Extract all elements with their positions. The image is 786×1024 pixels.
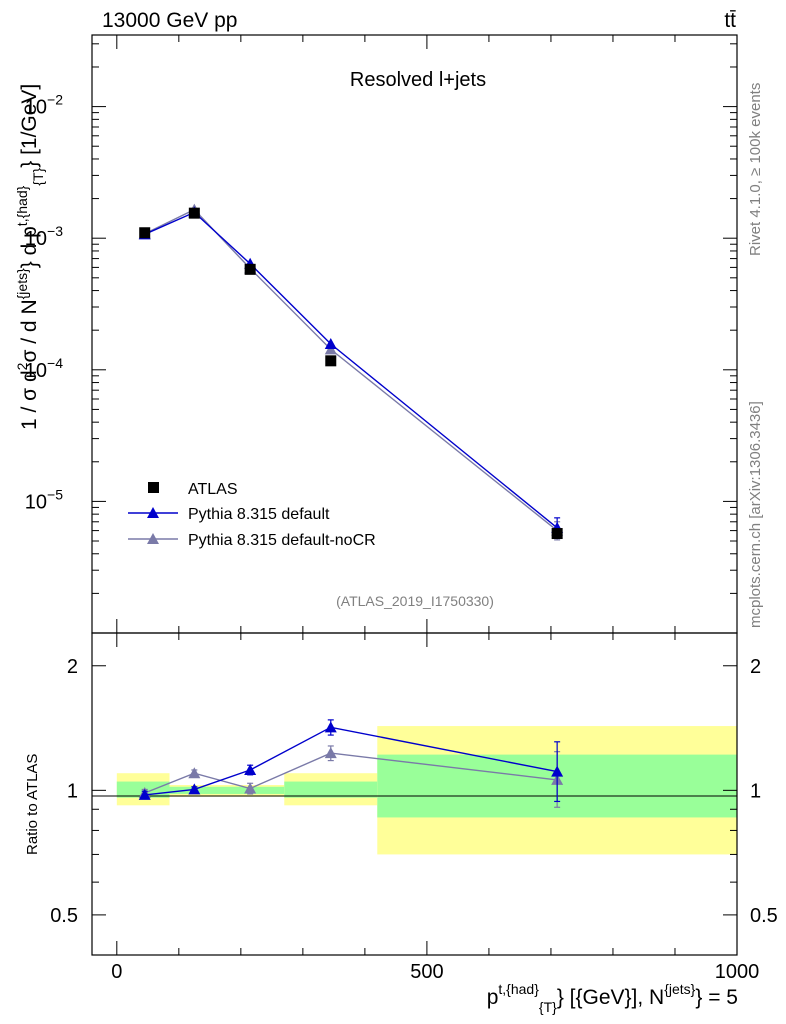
x-tick-label: 1000 bbox=[715, 961, 760, 983]
main-y-tick-label: 10−4 bbox=[25, 355, 63, 382]
rivet-label: Rivet 4.1.0, ≥ 100k events bbox=[747, 83, 764, 256]
x-tick-label: 0 bbox=[111, 961, 122, 983]
ratio-band-green bbox=[284, 781, 378, 798]
ratio-pythia-nocr-point bbox=[324, 747, 337, 759]
ratio-y-tick-label: 1 bbox=[67, 780, 78, 802]
legend: ATLAS Pythia 8.315 default Pythia 8.315 … bbox=[128, 481, 376, 549]
ratio-band-green bbox=[169, 786, 285, 794]
ratio-y-tick-label-right: 2 bbox=[750, 656, 761, 678]
ratio-pythia-nocr-point bbox=[188, 767, 201, 779]
atlas-point bbox=[551, 528, 563, 540]
atlas-point bbox=[244, 263, 256, 275]
process-label: tt̄ bbox=[724, 9, 736, 32]
atlas-point bbox=[325, 355, 337, 367]
ratio-y-tick-label: 0.5 bbox=[50, 905, 78, 927]
pythia-default-point bbox=[324, 338, 337, 350]
ratio-pythia-default-point bbox=[244, 763, 257, 775]
ratio-y-tick-label-right: 1 bbox=[750, 780, 761, 802]
main-plot-area bbox=[138, 203, 564, 541]
main-y-label: 1 / σ d2σ / d N{jets}} d pt,{had}{T}} [1… bbox=[14, 84, 46, 430]
x-tick-label: 500 bbox=[410, 961, 443, 983]
main-y-tick-label: 10−3 bbox=[25, 223, 63, 250]
ratio-y-tick-label-right: 0.5 bbox=[750, 905, 778, 927]
chart-title: Resolved l+jets bbox=[350, 69, 486, 91]
ratio-pythia-default-point bbox=[138, 788, 151, 800]
legend-label-atlas: ATLAS bbox=[188, 481, 238, 498]
ratio-pythia-nocr-point bbox=[244, 782, 257, 794]
mcplots-label: mcplots.cern.ch [arXiv:1306.3436] bbox=[747, 401, 764, 628]
ratio-plot-area bbox=[138, 719, 564, 808]
legend-item-pythia-default: Pythia 8.315 default bbox=[128, 506, 330, 523]
legend-item-pythia-nocr: Pythia 8.315 default-noCR bbox=[128, 532, 376, 549]
main-y-tick-label: 10−2 bbox=[25, 92, 63, 119]
main-y-tick-label: 10−5 bbox=[25, 486, 63, 513]
legend-label-pythia-nocr: Pythia 8.315 default-noCR bbox=[188, 532, 376, 549]
x-axis-label: pt,{had}{T}} [{GeV}], N{jets}} = 5 bbox=[487, 981, 738, 1015]
analysis-id: (ATLAS_2019_I1750330) bbox=[336, 593, 494, 609]
ratio-pythia-default-point bbox=[188, 783, 201, 795]
ratio-uncertainty-bands bbox=[116, 726, 737, 855]
ratio-pythia-default-point bbox=[324, 721, 337, 733]
legend-marker-pythia-nocr bbox=[147, 533, 159, 544]
legend-label-pythia-default: Pythia 8.315 default bbox=[188, 506, 330, 523]
atlas-point bbox=[188, 207, 200, 219]
ratio-pythia-default-point bbox=[551, 765, 564, 777]
main-axes: 10−5 10−4 10−3 10−2 bbox=[25, 35, 738, 634]
collision-label: 13000 GeV pp bbox=[102, 9, 237, 32]
ratio-y-label: Ratio to ATLAS bbox=[24, 754, 41, 855]
legend-item-atlas: ATLAS bbox=[148, 481, 238, 498]
legend-marker-pythia-default bbox=[147, 507, 159, 518]
ratio-panel-frame bbox=[91, 632, 738, 956]
ratio-axes: 0.5 0.5 1 1 2 2 0 500 1000 bbox=[50, 633, 778, 983]
legend-marker-atlas bbox=[148, 482, 159, 493]
ratio-y-tick-label: 2 bbox=[67, 656, 78, 678]
atlas-point bbox=[139, 227, 151, 239]
